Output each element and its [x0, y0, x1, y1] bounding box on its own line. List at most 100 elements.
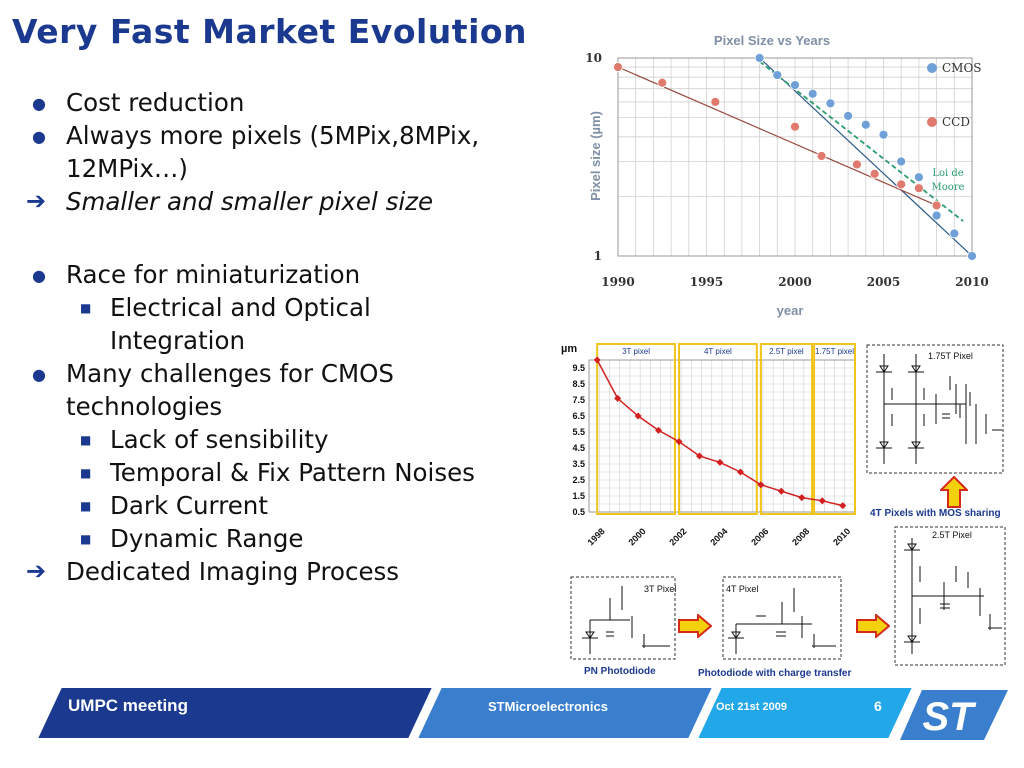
bullet-item: 12MPix…): [26, 152, 566, 185]
bullet-text: Dynamic Range: [110, 524, 304, 553]
data-point: [896, 179, 907, 190]
data-point: [931, 210, 942, 221]
data-point: [931, 200, 942, 211]
x-axis-label: year: [777, 303, 804, 318]
data-point: [716, 458, 724, 466]
pixel-size-vs-years-chart: Pixel Size vs Years Pixel size (µm) year 19…: [585, 33, 988, 318]
bullet-dot-icon: ●: [32, 94, 46, 113]
data-point: [675, 438, 683, 446]
bullet-text: Cost reduction: [66, 88, 245, 117]
y-tick-label: 7.5: [572, 395, 585, 405]
y-tick-label: 8.5: [572, 379, 585, 389]
x-tick-label: 1998: [586, 526, 607, 547]
x-tick-label: 1990: [601, 275, 634, 289]
x-tick-label: 2006: [749, 526, 770, 547]
pixel-region: [813, 343, 857, 515]
x-tick-label: 2000: [626, 526, 647, 547]
bullet-item: ■ Dark Current: [26, 489, 566, 522]
bullet-dot-icon: ●: [32, 127, 46, 146]
x-tick-label: 2010: [955, 275, 988, 289]
bullet-item: ■ Lack of sensibility: [26, 423, 566, 456]
circuit-1-75t-pixel: 1.75T Pixel: [866, 344, 1004, 474]
y-tick-label: 9.5: [572, 363, 585, 373]
data-point: [913, 183, 924, 194]
bullet-square-icon: ■: [80, 532, 92, 546]
bullet-item: ● Always more pixels (5MPix,8MPix,: [26, 119, 566, 152]
footer-company: STMicroelectronics: [488, 699, 608, 714]
circuit-2-5t-pixel: 2.5T Pixel: [894, 526, 1006, 666]
y-tick-label: 1.5: [572, 491, 585, 501]
bullet-item: ➔ Dedicated Imaging Process: [26, 555, 566, 588]
x-tick-label: 2000: [778, 275, 811, 289]
region-label: 3T pixel: [622, 347, 650, 356]
region-label: 2.5T pixel: [769, 347, 804, 356]
data-point: [754, 53, 765, 63]
bullet-text: technologies: [66, 392, 223, 421]
data-point: [967, 251, 977, 261]
data-point: [777, 487, 785, 495]
bullet-list: ● Cost reduction ● Always more pixels (5MPi…: [26, 86, 566, 588]
moore-annotation: Moore: [932, 182, 965, 193]
region-label: 1.75T pixel: [815, 347, 854, 356]
data-point: [657, 77, 668, 88]
page-number: 6: [874, 698, 882, 714]
bullet-item: ■ Electrical and Optical: [26, 291, 566, 324]
y-axis-label: Pixel size (µm): [588, 111, 603, 201]
bullet-text: Many challenges for CMOS: [66, 359, 394, 388]
x-tick-label: 2005: [867, 275, 900, 289]
data-point: [790, 80, 800, 90]
bullet-item: ■ Dynamic Range: [26, 522, 566, 555]
y-tick-label: 4.5: [572, 443, 585, 453]
data-point: [790, 121, 800, 132]
data-point: [798, 494, 806, 502]
legend-label: CCD: [942, 115, 970, 129]
bullet-item: ● Race for miniaturization: [26, 258, 566, 291]
data-point: [896, 156, 907, 167]
y-axis-label: µm: [561, 343, 577, 355]
bullet-item: Integration: [26, 324, 566, 357]
right-arrow-icon: [678, 614, 712, 638]
up-arrow-icon: [940, 476, 968, 508]
bullet-text: Integration: [110, 326, 246, 355]
pixel-25-label: 2.5T Pixel: [932, 530, 972, 540]
pn-photodiode-label: PN Photodiode: [584, 666, 656, 677]
bullet-item: ➔ Smaller and smaller pixel size: [26, 185, 566, 218]
data-point: [949, 228, 960, 239]
mos-sharing-label: 4T Pixels with MOS sharing: [870, 508, 1001, 519]
data-point: [695, 452, 704, 460]
data-point: [869, 168, 880, 179]
bullet-dot-icon: ●: [32, 266, 46, 285]
pixel-region: [759, 343, 814, 515]
chart-title: Pixel Size vs Years: [714, 33, 830, 48]
data-point: [878, 129, 889, 140]
slide-title: Very Fast Market Evolution: [12, 12, 528, 51]
data-point: [852, 159, 862, 170]
moore-annotation: Loi de: [932, 168, 963, 179]
x-tick-label: 2004: [708, 526, 729, 547]
x-tick-label: 1995: [690, 275, 723, 289]
bullet-text: Always more pixels (5MPix,8MPix,: [66, 121, 480, 150]
y-tick-label: 0.5: [572, 507, 585, 517]
data-point: [825, 98, 836, 109]
data-point: [860, 119, 871, 130]
bullet-text: Electrical and Optical: [110, 293, 371, 322]
legend-marker: [927, 63, 937, 73]
bullet-item: ● Many challenges for CMOS: [26, 357, 566, 390]
right-arrow-icon: [856, 614, 890, 638]
pixel-3t-label: 3T Pixel: [644, 584, 676, 594]
bullet-text: Dark Current: [110, 491, 268, 520]
data-point: [807, 88, 818, 99]
y-tick-label: 5.5: [572, 427, 585, 437]
circuit-4t-pixel: 4T Pixel: [722, 576, 842, 660]
y-tick-label: 10: [585, 51, 602, 65]
bullet-item: ■ Temporal & Fix Pattern Noises: [26, 456, 566, 489]
legend-marker: [927, 117, 937, 127]
charge-transfer-label: Photodiode with charge transfer: [698, 668, 852, 679]
pixel-size-timeline-chart: 3T pixel 4T pixel 2.5T pixel 1.75T pixel µm 9…: [561, 343, 857, 547]
y-tick-label: 6.5: [572, 411, 585, 421]
y-tick-label: 2.5: [572, 475, 585, 485]
footer-bar: UMPC meeting STMicroelectronics Oct 21st…: [0, 682, 1024, 742]
legend-label: CMOS: [942, 61, 982, 75]
data-point: [843, 111, 854, 121]
bullet-text: Smaller and smaller pixel size: [66, 187, 434, 216]
